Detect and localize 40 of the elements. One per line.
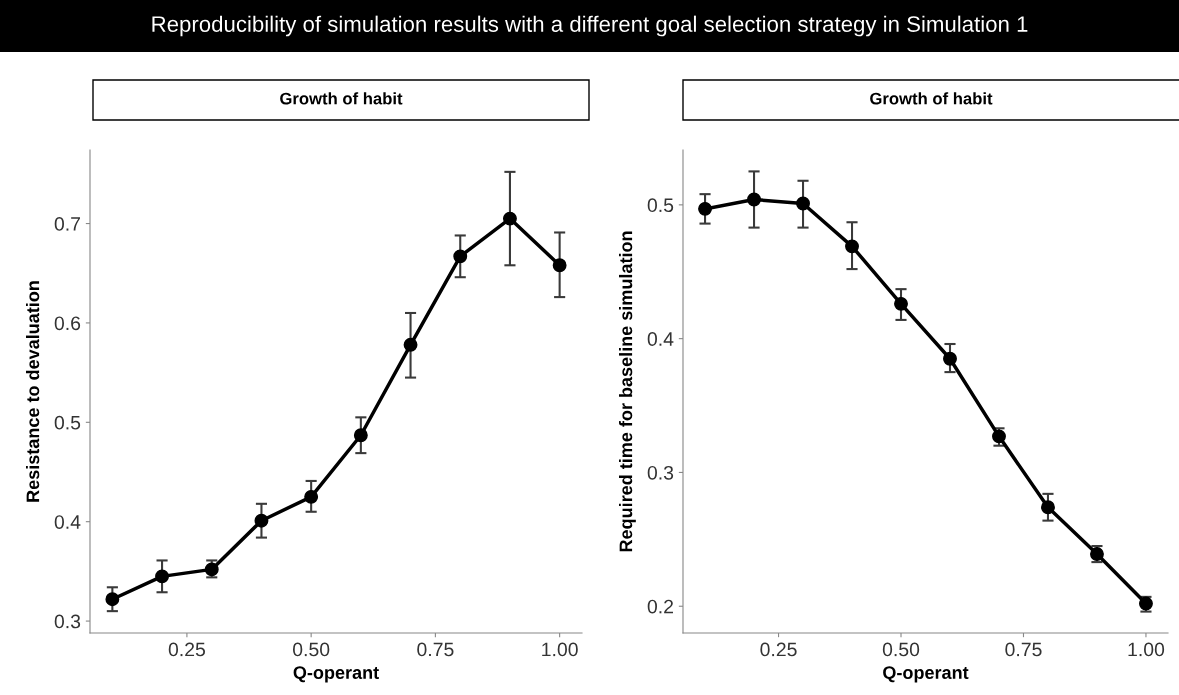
chart-subtitle: Growth of habit	[280, 92, 403, 105]
point	[698, 201, 712, 216]
x-axis-title: Q-operant	[883, 666, 969, 683]
y-tick-label: 0.6	[54, 316, 81, 331]
point	[845, 239, 859, 254]
y-tick-label: 0.3	[647, 465, 674, 480]
point	[304, 489, 319, 504]
point	[254, 513, 269, 528]
y-tick-label: 0.4	[647, 332, 674, 346]
y-tick-label: 0.3	[54, 614, 81, 629]
x-tick-label: 1.00	[1128, 642, 1165, 657]
point	[1041, 500, 1055, 515]
point	[747, 192, 761, 207]
y-tick-label: 0.4	[54, 515, 81, 529]
x-tick-label: 0.25	[760, 642, 797, 657]
point	[796, 196, 810, 211]
point	[943, 351, 957, 366]
y-axis-title: Resistance to devaluation	[26, 281, 40, 502]
point	[502, 211, 517, 226]
y-tick-label: 0.2	[647, 599, 673, 614]
point	[552, 258, 567, 273]
point	[353, 428, 368, 443]
point	[453, 249, 468, 264]
chart-title: Reproducibility of simulation results with a different goal selection strategy in Simulation 1	[152, 15, 1028, 37]
y-axis-title: Required time for baseline simulation	[619, 231, 636, 552]
x-tick-label: 1.00	[542, 642, 578, 657]
x-tick-label: 0.50	[292, 642, 330, 657]
x-tick-label: 0.50	[882, 642, 920, 657]
y-tick-label: 0.5	[647, 198, 674, 213]
point	[403, 337, 418, 352]
chart-subtitle: Growth of habit	[870, 92, 993, 105]
y-tick-label: 0.7	[54, 217, 80, 231]
x-tick-label: 0.75	[417, 642, 454, 657]
point	[155, 569, 170, 584]
x-tick-label: 0.25	[168, 642, 206, 657]
y-tick-label: 0.5	[54, 415, 81, 430]
point	[105, 592, 120, 607]
point	[894, 296, 908, 311]
x-axis-title: Q-operant	[293, 666, 379, 683]
x-tick-label: 0.75	[1005, 642, 1042, 657]
